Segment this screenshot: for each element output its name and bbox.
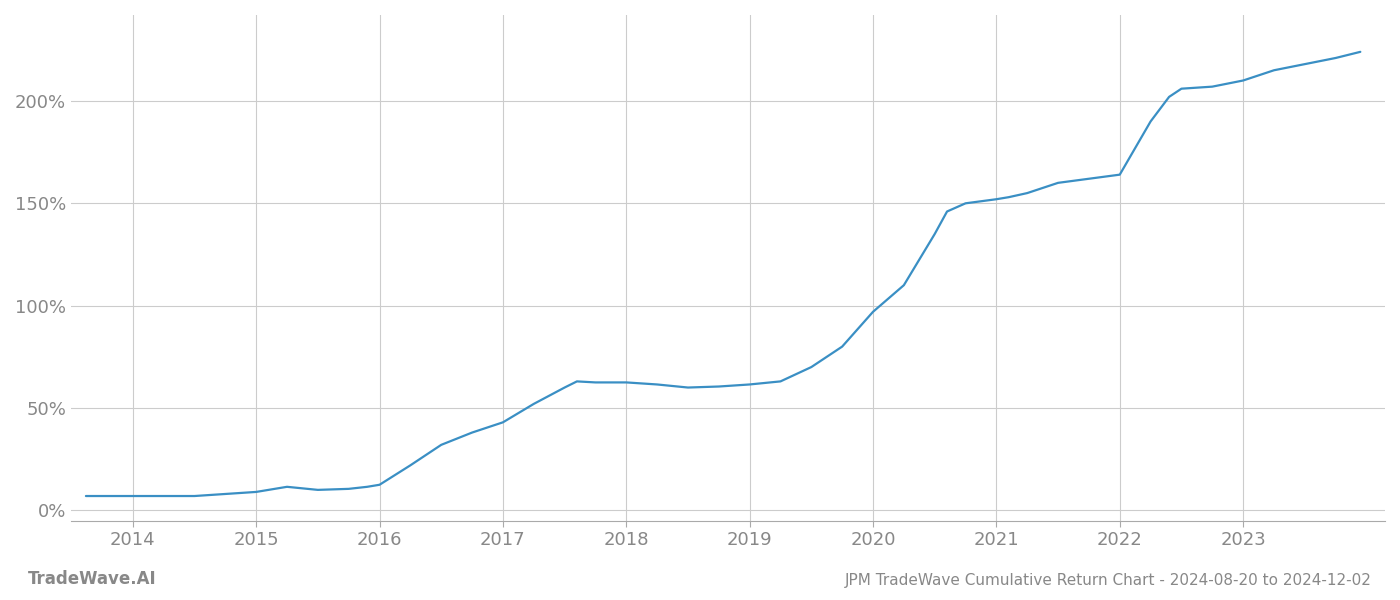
Text: TradeWave.AI: TradeWave.AI [28,570,157,588]
Text: JPM TradeWave Cumulative Return Chart - 2024-08-20 to 2024-12-02: JPM TradeWave Cumulative Return Chart - … [846,573,1372,588]
